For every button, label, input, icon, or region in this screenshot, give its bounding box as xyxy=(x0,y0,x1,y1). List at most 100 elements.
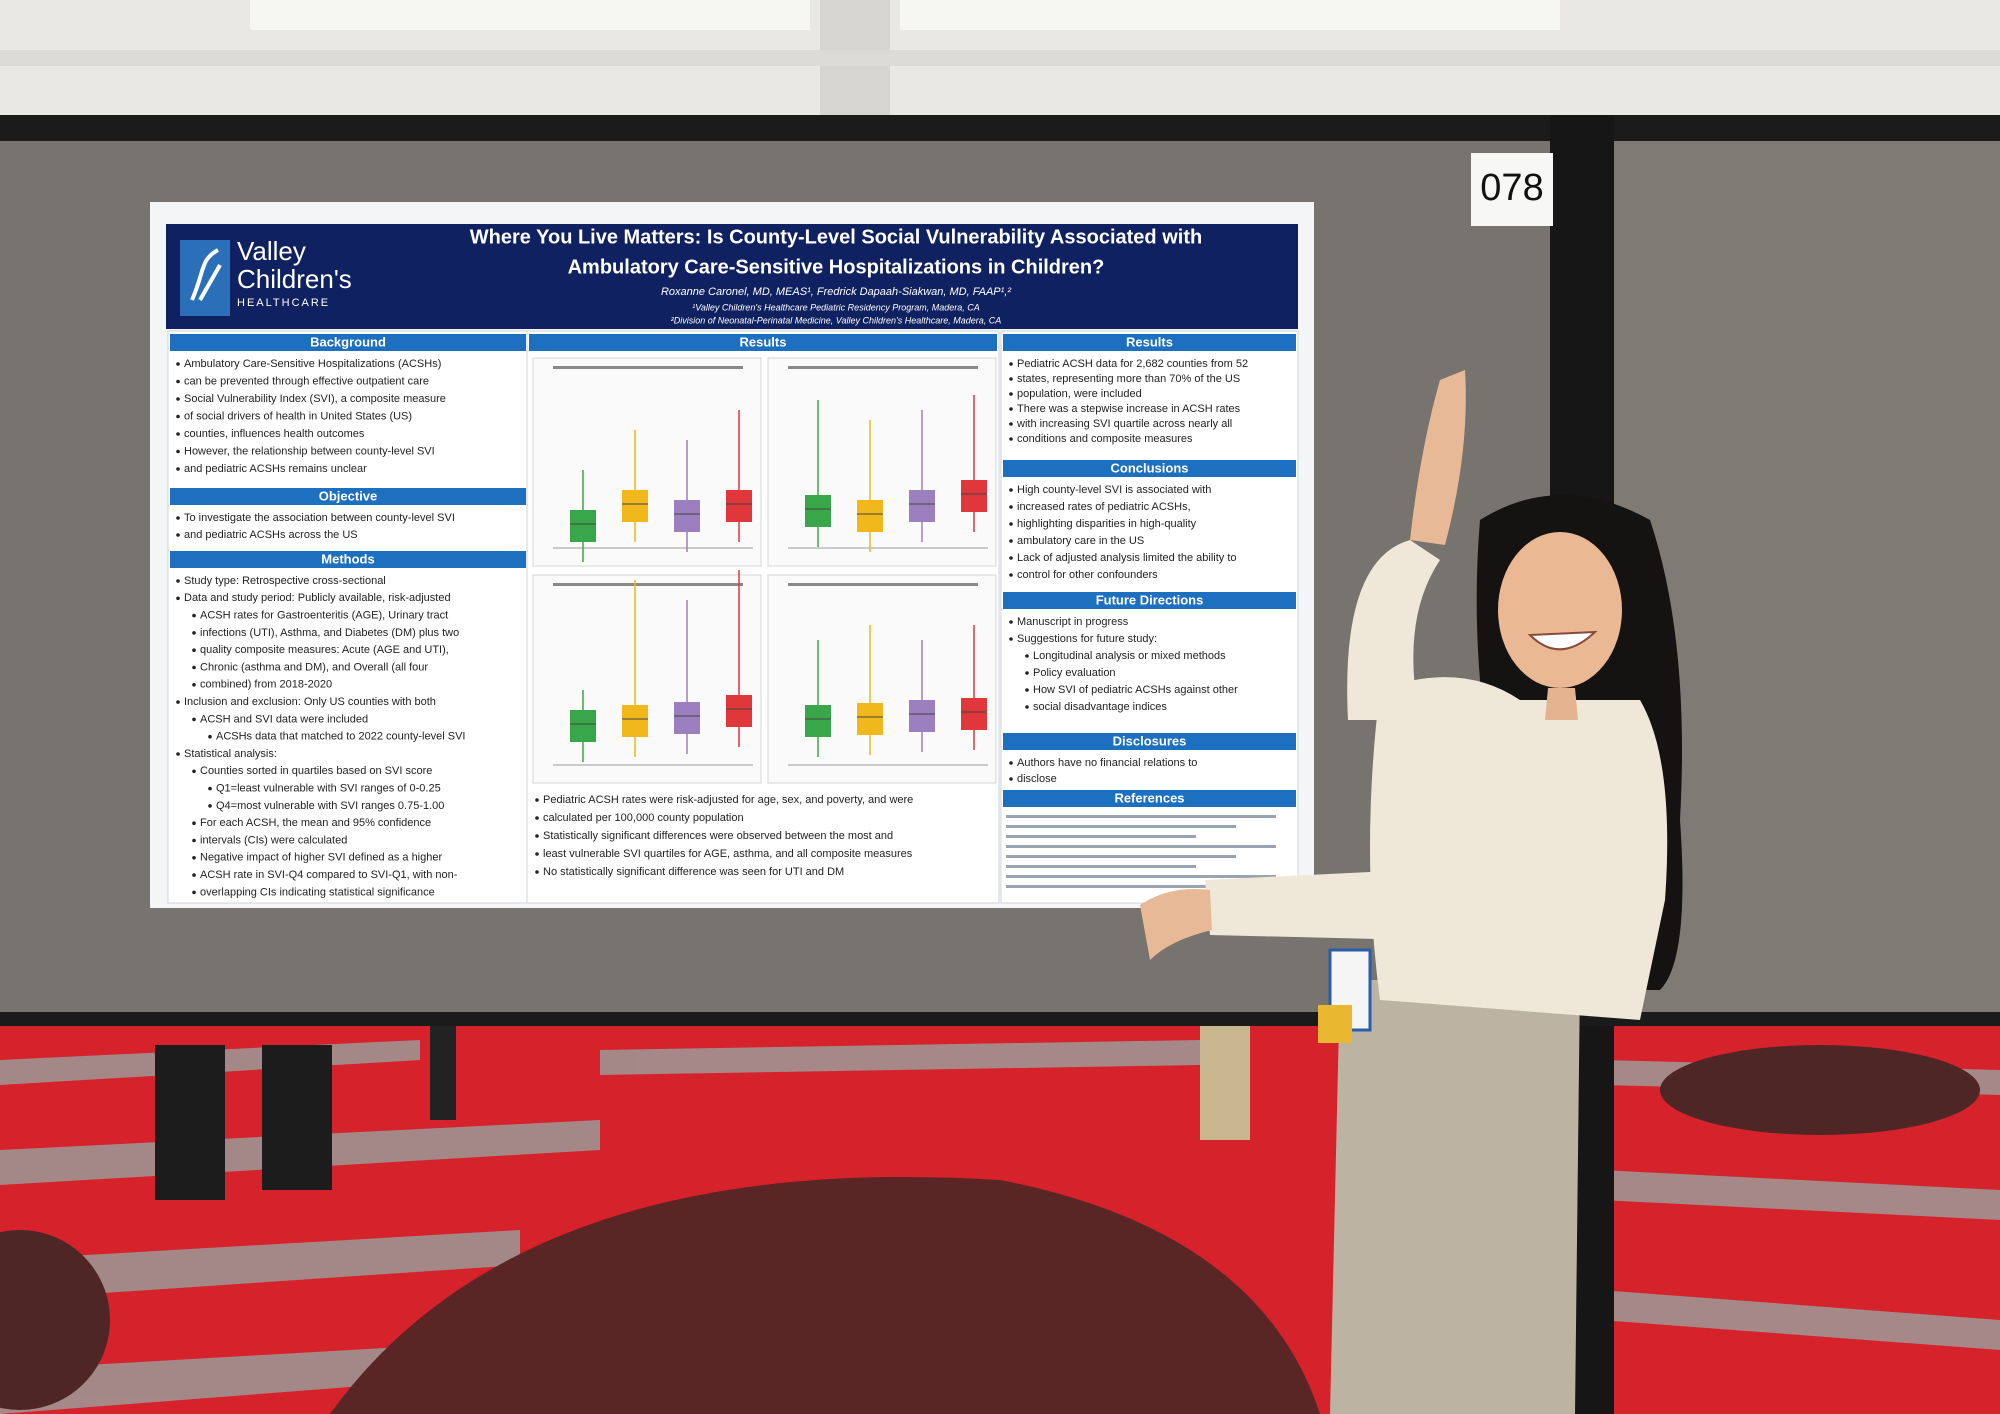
figure-title xyxy=(553,366,743,369)
section-text: overlapping CIs indicating statistical s… xyxy=(200,886,435,898)
carpet-pattern xyxy=(0,1230,110,1410)
section-text: Suggestions for future study: xyxy=(1017,633,1157,645)
visitor-leg xyxy=(262,1045,332,1190)
person xyxy=(1140,370,1683,1414)
section-header-bar xyxy=(1003,334,1296,351)
board-frame-bottom xyxy=(0,1012,2000,1026)
bullet xyxy=(176,397,180,401)
poster-column xyxy=(1000,330,1299,904)
figure-title xyxy=(788,366,978,369)
board-number-sign xyxy=(1471,153,1553,226)
section-text: disclose xyxy=(1017,773,1057,785)
neck xyxy=(1545,688,1578,720)
box xyxy=(805,705,831,737)
section-text: Data and study period: Publicly availabl… xyxy=(184,592,451,604)
section-heading: Results xyxy=(1126,334,1173,349)
section-text: counties, influences health outcomes xyxy=(184,428,365,440)
bullet xyxy=(192,683,196,687)
section-text: Lack of adjusted analysis limited the ab… xyxy=(1017,552,1237,564)
section-text: and pediatric ACSHs remains unclear xyxy=(184,463,367,475)
logo-mark xyxy=(180,240,230,316)
bullet xyxy=(176,414,180,419)
section-text: To investigate the association between c… xyxy=(184,512,455,524)
bullet xyxy=(192,613,196,618)
section-text: increased rates of pediatric ACSHs, xyxy=(1017,501,1191,513)
bullet xyxy=(1025,705,1029,709)
bullet xyxy=(192,838,196,843)
section-text: Statistically significant differences we… xyxy=(543,830,893,842)
bullet xyxy=(535,834,539,838)
logo-text: HEALTHCARE xyxy=(237,297,330,309)
section-heading: Methods xyxy=(321,551,374,566)
carpet-pattern xyxy=(1660,1045,1980,1135)
bullet xyxy=(1025,688,1029,692)
figure-panel xyxy=(767,357,997,567)
section-text: Study type: Retrospective cross-sectiona… xyxy=(184,575,386,587)
section-text: ACSHs data that matched to 2022 county-l… xyxy=(216,731,465,743)
bullet xyxy=(535,852,539,856)
figure-panel xyxy=(532,574,762,784)
section-text: No statistically significant difference … xyxy=(543,866,844,878)
section-text: Statistical analysis: xyxy=(184,748,277,760)
bullet xyxy=(535,798,539,802)
section-text: conditions and composite measures xyxy=(1017,433,1193,445)
bullet xyxy=(176,379,180,384)
bullet xyxy=(1009,637,1013,641)
bullet xyxy=(192,648,196,652)
section-heading: References xyxy=(1114,790,1184,805)
ceiling-panel xyxy=(900,0,1560,30)
badge-ribbon xyxy=(1318,1005,1352,1043)
section-text: Manuscript in progress xyxy=(1017,616,1129,628)
bullet xyxy=(1009,777,1013,781)
reference-line xyxy=(1006,865,1196,868)
section-text: ACSH rate in SVI-Q4 compared to SVI-Q1, … xyxy=(200,869,458,881)
sweater xyxy=(1370,677,1668,1020)
raised-arm xyxy=(1410,370,1466,545)
bullet xyxy=(208,734,212,739)
poster-title: Where You Live Matters: Is County-Level … xyxy=(470,226,1202,248)
section-text: social disadvantage indices xyxy=(1033,701,1167,713)
section-text: How SVI of pediatric ACSHs against other xyxy=(1033,684,1238,696)
bullet xyxy=(535,870,539,874)
section-header-bar xyxy=(529,334,997,351)
section-text: intervals (CIs) were calculated xyxy=(200,834,347,846)
box xyxy=(726,695,752,727)
box xyxy=(674,702,700,734)
box xyxy=(570,510,596,542)
section-text: with increasing SVI quartile across near… xyxy=(1016,418,1232,430)
bullet xyxy=(176,362,180,366)
reference-line xyxy=(1006,815,1276,818)
section-text: least vulnerable SVI quartiles for AGE, … xyxy=(543,848,913,860)
box xyxy=(857,703,883,735)
reference-line xyxy=(1006,875,1276,878)
poster-authors: Roxanne Caronel, MD, MEAS¹, Fredrick Dap… xyxy=(661,286,1011,298)
logo-text: Valley xyxy=(237,236,306,266)
bullet xyxy=(192,769,196,774)
bullet xyxy=(1009,392,1013,396)
board-number: 078 xyxy=(1480,167,1543,209)
bullet xyxy=(192,873,196,877)
section-text: combined) from 2018-2020 xyxy=(200,679,332,691)
section-heading: Results xyxy=(740,334,787,349)
bullet xyxy=(1009,573,1013,577)
figure-panel xyxy=(532,357,762,567)
poster-title: Ambulatory Care-Sensitive Hospitalizatio… xyxy=(568,256,1105,278)
box xyxy=(961,480,987,512)
section-heading: Conclusions xyxy=(1110,460,1188,475)
section-header-bar xyxy=(1003,592,1296,609)
section-text: Pediatric ACSH rates were risk-adjusted … xyxy=(543,794,913,806)
figure-title xyxy=(553,583,743,586)
section-text: Longitudinal analysis or mixed methods xyxy=(1033,650,1226,662)
section-text: Authors have no financial relations to xyxy=(1017,757,1197,769)
section-text: highlighting disparities in high-quality xyxy=(1017,518,1197,530)
bullet xyxy=(176,533,180,537)
section-header-bar xyxy=(1003,790,1296,807)
section-heading: Objective xyxy=(319,488,378,503)
section-header-bar xyxy=(170,488,526,505)
bullet xyxy=(176,579,180,583)
box xyxy=(909,700,935,732)
section-text: Pediatric ACSH data for 2,682 counties f… xyxy=(1017,358,1248,370)
bullet xyxy=(535,816,539,820)
section-text: For each ACSH, the mean and 95% confiden… xyxy=(200,817,431,829)
